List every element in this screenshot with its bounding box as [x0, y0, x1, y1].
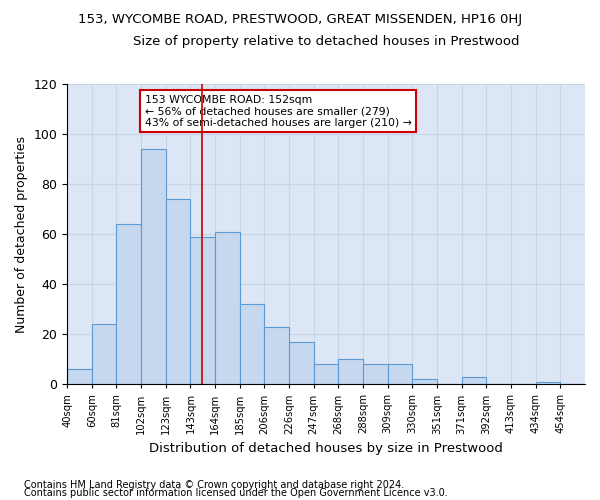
- Y-axis label: Number of detached properties: Number of detached properties: [15, 136, 28, 332]
- Bar: [240, 304, 265, 384]
- Bar: [166, 199, 190, 384]
- Bar: [363, 364, 388, 384]
- Text: Contains HM Land Registry data © Crown copyright and database right 2024.: Contains HM Land Registry data © Crown c…: [24, 480, 404, 490]
- Text: 153 WYCOMBE ROAD: 152sqm
← 56% of detached houses are smaller (279)
43% of semi-: 153 WYCOMBE ROAD: 152sqm ← 56% of detach…: [145, 94, 412, 128]
- Bar: [314, 364, 338, 384]
- Bar: [412, 380, 437, 384]
- Bar: [536, 382, 560, 384]
- Bar: [116, 224, 141, 384]
- Bar: [141, 149, 166, 384]
- Bar: [67, 369, 92, 384]
- Title: Size of property relative to detached houses in Prestwood: Size of property relative to detached ho…: [133, 35, 520, 48]
- Bar: [289, 342, 314, 384]
- Bar: [338, 359, 363, 384]
- X-axis label: Distribution of detached houses by size in Prestwood: Distribution of detached houses by size …: [149, 442, 503, 455]
- Text: 153, WYCOMBE ROAD, PRESTWOOD, GREAT MISSENDEN, HP16 0HJ: 153, WYCOMBE ROAD, PRESTWOOD, GREAT MISS…: [78, 12, 522, 26]
- Bar: [462, 377, 487, 384]
- Bar: [92, 324, 116, 384]
- Text: Contains public sector information licensed under the Open Government Licence v3: Contains public sector information licen…: [24, 488, 448, 498]
- Bar: [215, 232, 240, 384]
- Bar: [388, 364, 412, 384]
- Bar: [265, 326, 289, 384]
- Bar: [190, 236, 215, 384]
